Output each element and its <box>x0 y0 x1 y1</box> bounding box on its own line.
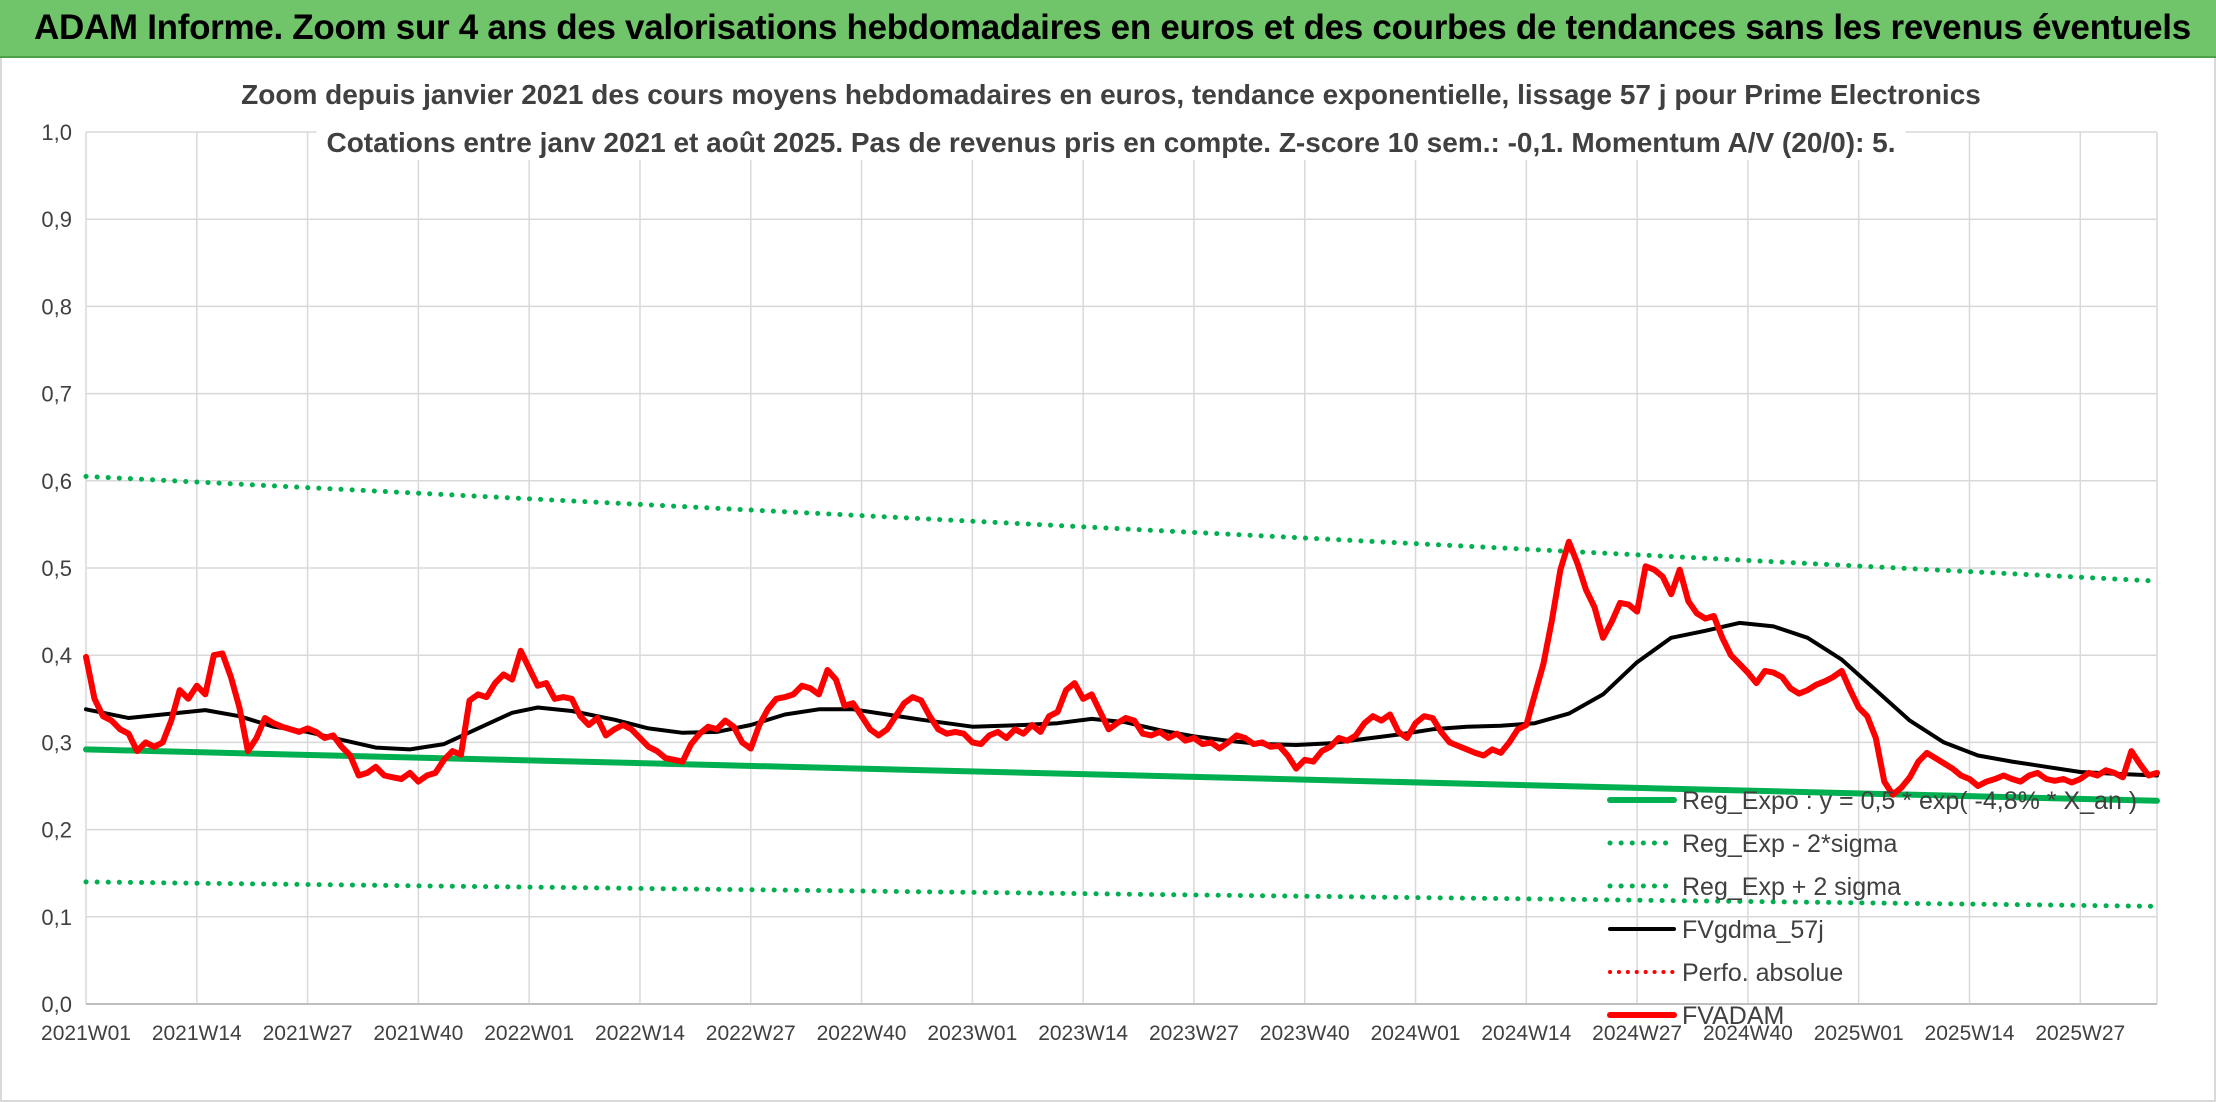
y-tick-label: 0,1 <box>41 905 72 930</box>
title-backdrop <box>316 125 1906 160</box>
x-tick-label: 2023W14 <box>1038 1022 1128 1045</box>
x-tick-label: 2024W27 <box>1592 1022 1682 1045</box>
x-tick-label: 2023W27 <box>1149 1022 1239 1045</box>
title-backdrop <box>231 77 1991 112</box>
y-tick-label: 0,3 <box>41 730 72 755</box>
series-line <box>83 746 2160 804</box>
legend-label: FVADAM <box>1682 1002 1784 1030</box>
x-tick-label: 2023W01 <box>927 1022 1017 1045</box>
y-tick-label: 0,8 <box>41 294 72 319</box>
series-line <box>83 538 2160 798</box>
series-line <box>83 473 2160 584</box>
x-tick-label: 2024W14 <box>1481 1022 1571 1045</box>
legend-label: Reg_Exp - 2*sigma <box>1682 830 1897 858</box>
y-tick-label: 0,6 <box>41 469 72 494</box>
y-tick-label: 0,5 <box>41 556 72 581</box>
axes: 0,0 0,1 0,2 0,3 0,4 0,5 0,6 0,7 0,8 0,9 1,0 2021W01… <box>41 120 2157 1045</box>
series-line <box>84 620 2159 778</box>
legend-label: Reg_Exp + 2 sigma <box>1682 873 1901 901</box>
x-tick-label: 2024W40 <box>1703 1022 1793 1045</box>
chart-title-line-2: Cotations entre janv 2021 et août 2025. … <box>326 127 1895 158</box>
x-tick-label: 2021W40 <box>373 1022 463 1045</box>
x-tick-label: 2021W01 <box>41 1022 131 1045</box>
x-tick-label: 2021W14 <box>152 1022 242 1045</box>
y-tick-label: 1,0 <box>41 120 72 145</box>
y-tick-label: 0,9 <box>41 207 72 232</box>
legend-label: Perfo. absolue <box>1682 959 1843 987</box>
y-tick-label: 0,0 <box>41 992 72 1017</box>
y-tick-label: 0,4 <box>41 643 72 668</box>
line-chart: 0,0 0,1 0,2 0,3 0,4 0,5 0,6 0,7 0,8 0,9 1,0 2021W01… <box>41 77 2160 1045</box>
report-title: ADAM Informe. Zoom sur 4 ans des valoris… <box>34 8 2191 47</box>
series-lines <box>83 473 2160 909</box>
x-tick-label: 2025W14 <box>1925 1022 2015 1045</box>
x-tick-label: 2022W14 <box>595 1022 685 1045</box>
x-tick-label: 2021W27 <box>263 1022 353 1045</box>
series-line <box>83 879 2160 909</box>
x-tick-label: 2022W01 <box>484 1022 574 1045</box>
legend: Reg_Expo : y = 0,5 * exp( -4,8% * X_an )… <box>1607 787 2137 1030</box>
x-tick-label: 2022W40 <box>817 1022 907 1045</box>
y-tick-label: 0,2 <box>41 818 72 843</box>
x-tick-label: 2022W27 <box>706 1022 796 1045</box>
chart-area: 0,0 0,1 0,2 0,3 0,4 0,5 0,6 0,7 0,8 0,9 1,0 2021W01… <box>0 58 2216 1102</box>
report-banner: ADAM Informe. Zoom sur 4 ans des valoris… <box>0 0 2216 58</box>
legend-label: Reg_Expo : y = 0,5 * exp( -4,8% * X_an ) <box>1682 787 2137 815</box>
x-tick-label: 2023W40 <box>1260 1022 1350 1045</box>
x-tick-label: 2025W27 <box>2035 1022 2125 1045</box>
x-tick-label: 2024W01 <box>1371 1022 1461 1045</box>
y-tick-label: 0,7 <box>41 382 72 407</box>
legend-label: FVgdma_57j <box>1682 916 1824 944</box>
chart-title-line-1: Zoom depuis janvier 2021 des cours moyen… <box>241 79 1981 110</box>
x-tick-label: 2025W01 <box>1814 1022 1904 1045</box>
